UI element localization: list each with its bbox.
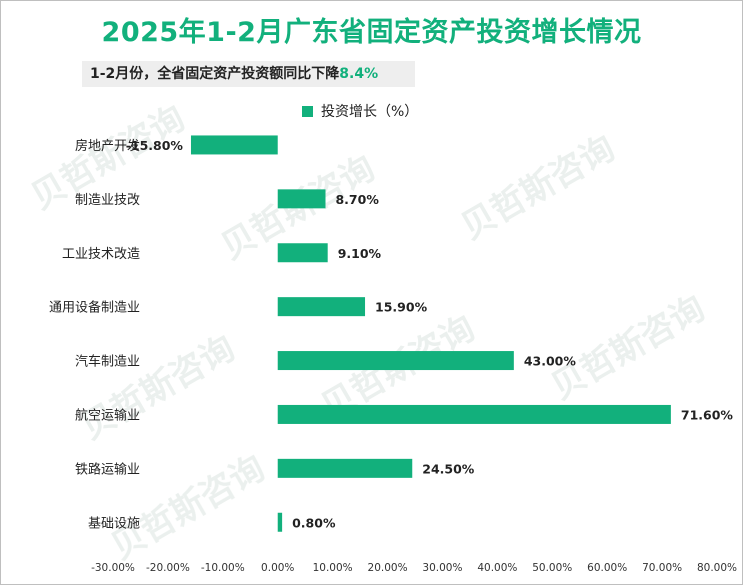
value-label: 43.00% (524, 354, 577, 369)
x-tick-label: 60.00% (587, 562, 627, 574)
chart-title: 2025年1-2月广东省固定资产投资增长情况 (101, 17, 642, 48)
category-label: 汽车制造业 (75, 354, 140, 370)
x-tick-label: 30.00% (422, 562, 462, 574)
category-label: 航空运输业 (75, 407, 140, 423)
value-label: -15.80% (126, 138, 184, 153)
value-label: 9.10% (338, 246, 382, 261)
value-label: 8.70% (335, 192, 379, 207)
x-tick-label: 20.00% (368, 562, 408, 574)
bars-layer: 房地产开发-15.80% 制造业技改 8.70% 工业技术改造 9.10% 通用设备制造业… (49, 135, 737, 574)
bar-4 (277, 351, 514, 371)
x-tick-label: 80.00% (697, 562, 737, 574)
x-tick-label: -30.00% (91, 562, 135, 574)
bar-5 (277, 404, 671, 424)
category-label: 工业技术改造 (62, 247, 140, 262)
chart-subtitle: 1-2月份，全省固定资产投资额同比下降8.4% (82, 61, 415, 87)
x-tick-label: 50.00% (532, 562, 572, 574)
x-tick-label: -10.00% (201, 562, 245, 574)
x-tick-label: 70.00% (642, 562, 682, 574)
value-label: 24.50% (422, 461, 475, 476)
bar-3 (277, 297, 366, 317)
subtitle-value: 8.4% (339, 66, 379, 82)
category-label: 制造业技改 (75, 193, 140, 208)
x-tick-label: -20.00% (146, 562, 190, 574)
x-tick-label: 0.00% (261, 562, 294, 574)
value-label: 0.80% (292, 515, 336, 530)
category-label: 通用设备制造业 (49, 300, 140, 316)
svg-text:贝哲斯咨询: 贝哲斯咨询 (545, 288, 712, 408)
value-label: 15.90% (375, 300, 428, 315)
svg-text:贝哲斯咨询: 贝哲斯咨询 (455, 128, 622, 248)
category-label: 房地产开发 (75, 138, 140, 154)
bar-6 (277, 458, 413, 478)
legend-swatch (302, 105, 313, 117)
bar-2 (277, 243, 328, 263)
category-label: 铁路运输业 (75, 461, 140, 477)
bar-7 (277, 512, 283, 532)
x-tick-label: 40.00% (477, 562, 517, 574)
watermark-layer: 贝哲斯咨询 贝哲斯咨询 贝哲斯咨询 贝哲斯咨询 贝哲斯咨询 贝哲斯咨询 贝哲斯咨… (25, 98, 712, 568)
category-label: 基础设施 (88, 516, 140, 531)
value-label: 71.60% (681, 407, 734, 422)
svg-text:贝哲斯咨询: 贝哲斯咨询 (75, 328, 242, 448)
bar-1 (277, 189, 326, 209)
legend-label: 投资增长（%） (321, 104, 419, 120)
bar-0 (190, 135, 278, 155)
chart-legend: 投资增长（%） (302, 101, 418, 121)
x-tick-label: 10.00% (313, 562, 353, 574)
subtitle-text: 1-2月份，全省固定资产投资额同比下降 (90, 66, 340, 82)
